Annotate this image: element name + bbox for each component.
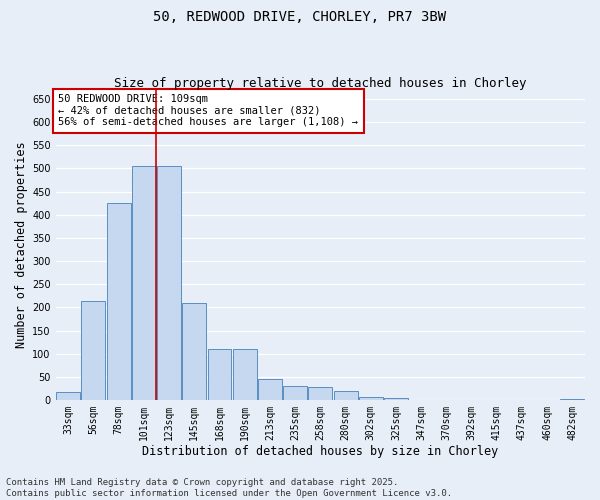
Text: 50 REDWOOD DRIVE: 109sqm
← 42% of detached houses are smaller (832)
56% of semi-: 50 REDWOOD DRIVE: 109sqm ← 42% of detach… bbox=[58, 94, 358, 128]
Bar bbox=[157, 166, 181, 400]
Bar bbox=[258, 380, 282, 400]
Y-axis label: Number of detached properties: Number of detached properties bbox=[15, 142, 28, 348]
Bar bbox=[132, 166, 156, 400]
Bar bbox=[107, 203, 131, 400]
Title: Size of property relative to detached houses in Chorley: Size of property relative to detached ho… bbox=[114, 76, 527, 90]
Bar bbox=[560, 399, 584, 400]
Bar bbox=[308, 387, 332, 400]
Text: Contains HM Land Registry data © Crown copyright and database right 2025.
Contai: Contains HM Land Registry data © Crown c… bbox=[6, 478, 452, 498]
Bar bbox=[208, 349, 232, 400]
Bar bbox=[182, 303, 206, 400]
Bar bbox=[334, 391, 358, 400]
Bar bbox=[359, 396, 383, 400]
Bar bbox=[384, 398, 408, 400]
Bar bbox=[56, 392, 80, 400]
Bar bbox=[233, 349, 257, 400]
X-axis label: Distribution of detached houses by size in Chorley: Distribution of detached houses by size … bbox=[142, 444, 499, 458]
Bar bbox=[283, 386, 307, 400]
Text: 50, REDWOOD DRIVE, CHORLEY, PR7 3BW: 50, REDWOOD DRIVE, CHORLEY, PR7 3BW bbox=[154, 10, 446, 24]
Bar bbox=[82, 300, 106, 400]
